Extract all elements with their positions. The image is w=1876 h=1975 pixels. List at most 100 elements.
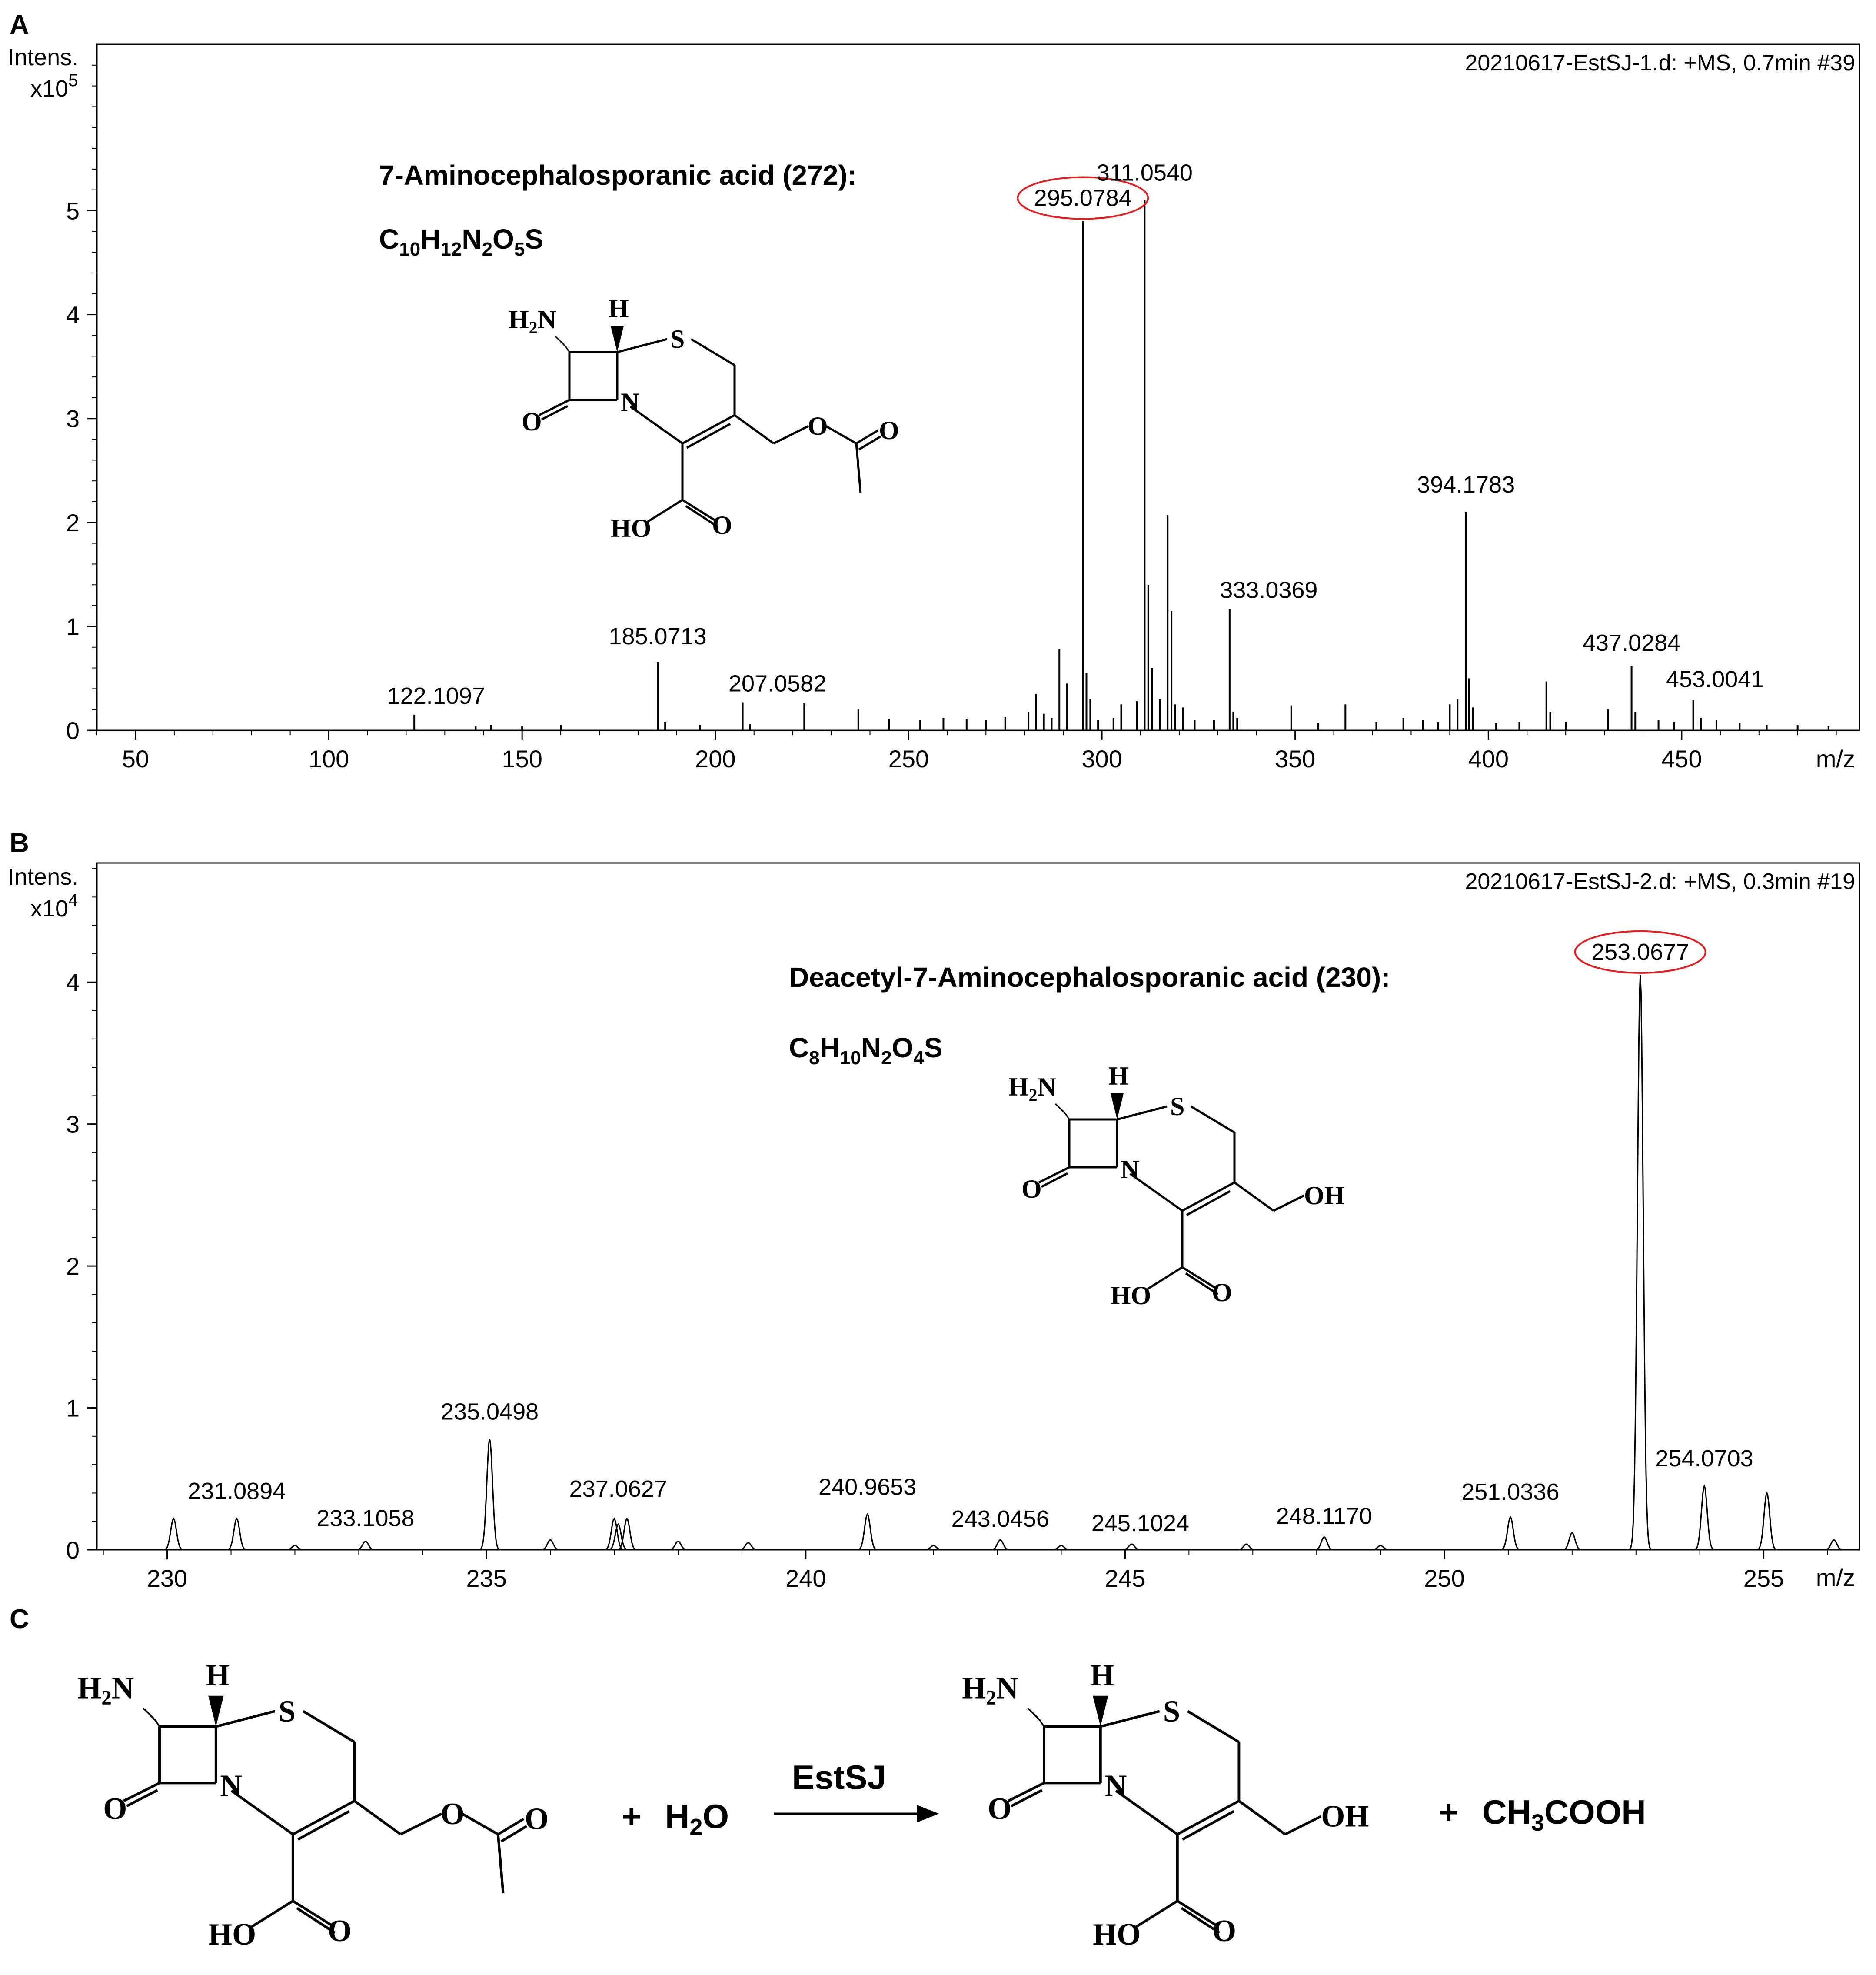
spectrum-peak xyxy=(283,1545,306,1551)
acquisition-info-a: 20210617-EstSJ-1.d: +MS, 0.7min #39 xyxy=(1465,50,1855,76)
peak-label: 122.1097 xyxy=(387,683,485,709)
structure-deacetyl-7-aca-product: H2N H S N O HO O OH xyxy=(962,1659,1369,1952)
spectrum-peak xyxy=(988,1539,1012,1551)
peak-label: 248.1170 xyxy=(1276,1503,1372,1529)
peak-label: 185.0713 xyxy=(609,623,706,649)
reactant-water: H2O xyxy=(665,1797,729,1840)
peak-label: 295.0784 xyxy=(1034,185,1132,211)
atom-h2n-b: H2N xyxy=(1008,1072,1056,1105)
atom-o-acid-a: O xyxy=(712,511,732,540)
x-tick-label: 245 xyxy=(1105,1565,1145,1592)
atom-h-c2: H xyxy=(1090,1659,1114,1692)
compound-name-b: Deacetyl-7-Aminocephalosporanic acid (23… xyxy=(789,962,1390,993)
atom-o-lactam-c2: O xyxy=(988,1792,1011,1826)
panel-c-reaction-scheme: C xyxy=(10,1604,1646,1952)
y-axis-label-b: Intens. xyxy=(8,864,78,890)
peak-label: 333.0369 xyxy=(1220,577,1317,603)
x-tick-label: 255 xyxy=(1743,1565,1784,1592)
enzyme-label: EstSJ xyxy=(792,1758,886,1796)
highlighted-peak-ellipse xyxy=(1574,930,1706,974)
x-tick-label: 240 xyxy=(785,1565,826,1592)
peaks-b xyxy=(97,975,1859,1551)
y-tick-label: 4 xyxy=(66,301,80,329)
structure-deacetyl-7-aca-b: H2N H S N O HO O OH xyxy=(1008,1062,1344,1310)
atom-h-a: H xyxy=(609,294,629,323)
atom-s-b: S xyxy=(1170,1092,1184,1121)
y-tick-label: 4 xyxy=(66,969,80,996)
x-tick-label: 250 xyxy=(1424,1565,1464,1592)
spectrum-peak xyxy=(1369,1545,1392,1551)
y-axis-scale-a: x105 xyxy=(30,71,78,102)
atom-s-c1: S xyxy=(279,1695,296,1729)
panel-letter-b: B xyxy=(10,828,29,858)
peaks-a xyxy=(413,200,1829,730)
atom-ho-c2: HO xyxy=(1093,1918,1141,1952)
spectrum-peak xyxy=(1120,1543,1143,1551)
atom-o-acid-c1: O xyxy=(328,1914,352,1948)
spectrum-peak xyxy=(1235,1543,1258,1551)
peak-label: 243.0456 xyxy=(951,1506,1049,1532)
spectrum-peak xyxy=(922,1545,945,1551)
y-axis-scale-exponent-b: 4 xyxy=(68,891,78,910)
plot-frame-a xyxy=(96,43,1860,731)
structure-7-aca-a: H2N H S N O HO O O O xyxy=(509,294,899,543)
atom-n-c2: N xyxy=(1104,1769,1127,1803)
panel-letter-c: C xyxy=(10,1604,29,1634)
atom-h-c1: H xyxy=(206,1659,230,1692)
atom-o-lactam-a: O xyxy=(522,407,542,436)
y-tick-label: 0 xyxy=(66,1536,80,1564)
y-axis-scale-base-a: x10 xyxy=(30,76,68,102)
acquisition-info-b: 20210617-EstSJ-2.d: +MS, 0.3min #19 xyxy=(1465,869,1855,894)
atom-h2n-a: H2N xyxy=(509,305,556,337)
peak-label: 245.1024 xyxy=(1091,1510,1189,1536)
spectrum-peak xyxy=(1628,975,1652,1550)
x-tick-label: 100 xyxy=(309,745,349,773)
y-tick-label: 1 xyxy=(66,1395,80,1422)
atom-h2n-c2: H2N xyxy=(962,1672,1018,1709)
x-tick-label: 450 xyxy=(1661,745,1702,773)
spectrum-peak xyxy=(354,1540,377,1551)
molecular-formula-b: C8H10N2O4S xyxy=(789,1032,943,1069)
spectrum-peak xyxy=(539,1539,562,1551)
atom-ho-b: HO xyxy=(1111,1281,1151,1310)
spectrum-peak xyxy=(856,1513,879,1551)
peak-label: 240.9653 xyxy=(818,1474,916,1500)
atom-o-lactam-b: O xyxy=(1021,1175,1042,1203)
peak-label: 207.0582 xyxy=(728,670,826,696)
panel-a: A Intens. x105 20210617-EstSJ-1.d: +MS, … xyxy=(8,10,1860,773)
peak-label: 453.0041 xyxy=(1666,666,1764,693)
atom-n-c1: N xyxy=(220,1769,242,1803)
y-axis-scale-base-b: x10 xyxy=(30,896,68,922)
peak-label: 235.0498 xyxy=(441,1399,539,1425)
peak-label: 254.0703 xyxy=(1655,1445,1753,1472)
spectrum-peak xyxy=(666,1540,690,1551)
atom-o-ester-c1: O xyxy=(441,1797,465,1831)
axes-b: 230 235 240 245 250 255 0 1 2 3 4 xyxy=(66,868,1828,1592)
y-tick-label: 1 xyxy=(66,613,80,640)
atom-oh-c2: OH xyxy=(1321,1800,1369,1834)
axes-a: 50 100 150 200 250 300 350 400 450 0 1 2 3 4 5 xyxy=(66,64,1837,773)
atom-o-ester-a: O xyxy=(808,412,828,440)
y-tick-label: 2 xyxy=(66,1252,80,1280)
atom-o-carbonyl-c1: O xyxy=(525,1802,549,1836)
spectrum-peak xyxy=(1312,1536,1336,1551)
atom-n-a: N xyxy=(621,388,639,416)
product-acetic-acid: CH3COOH xyxy=(1482,1793,1646,1836)
spectrum-peak xyxy=(737,1542,760,1551)
y-tick-label: 0 xyxy=(66,717,80,744)
peak-label: 394.1783 xyxy=(1417,472,1515,498)
peak-labels-b: 231.0894 233.1058 235.0498 237.0627 240.9653… xyxy=(188,930,1753,1536)
atom-o-lactam-c1: O xyxy=(103,1792,127,1826)
spectrum-peak xyxy=(1693,1484,1716,1551)
y-axis-label-a: Intens. xyxy=(8,44,78,70)
panel-letter-a: A xyxy=(10,10,29,40)
peak-labels-a: 122.1097 185.0713 207.0582 295.0784311.0540… xyxy=(387,160,1764,709)
spectrum-peak xyxy=(1560,1532,1584,1551)
y-tick-label: 3 xyxy=(66,1111,80,1138)
atom-oh-b: OH xyxy=(1304,1181,1344,1210)
y-axis-scale-b: x104 xyxy=(30,891,78,922)
x-tick-label: 400 xyxy=(1468,745,1509,773)
x-tick-label: 50 xyxy=(122,745,149,773)
panel-b: B Intens. x104 20210617-EstSJ-2.d: +MS, … xyxy=(8,828,1860,1592)
